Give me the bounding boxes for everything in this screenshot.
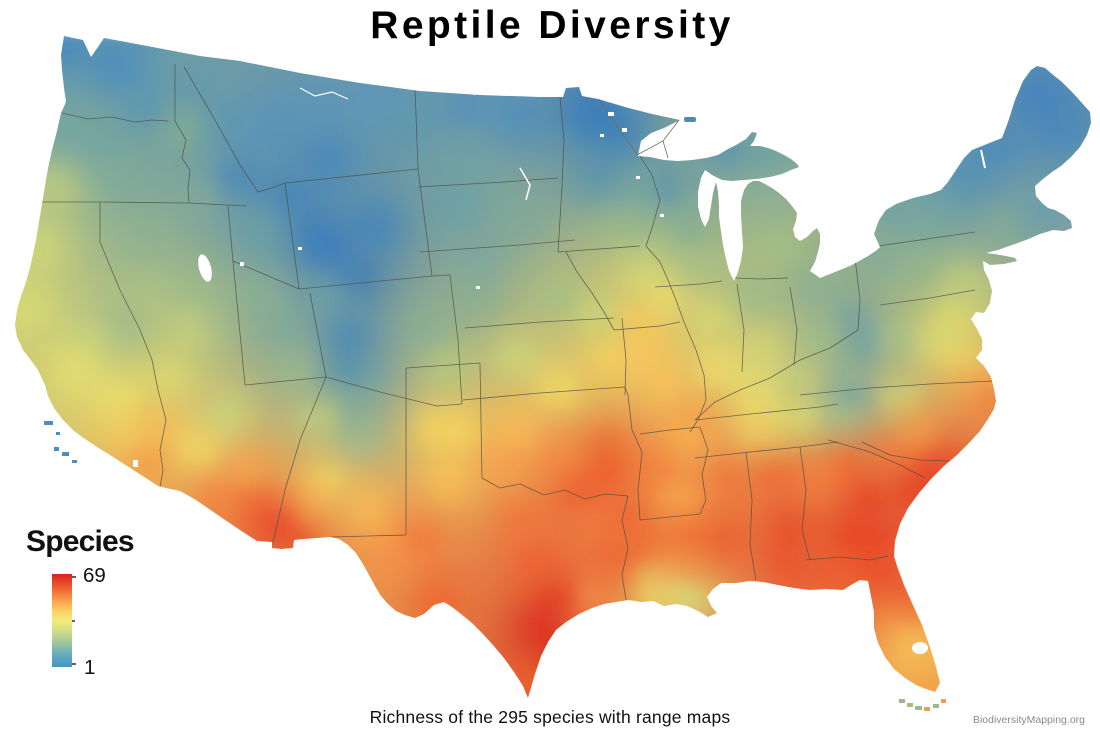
svg-text:Reptile Diversity: Reptile Diversity	[370, 4, 733, 47]
svg-text:BiodiversityMapping.org: BiodiversityMapping.org	[973, 714, 1085, 726]
svg-text:69: 69	[83, 564, 106, 587]
svg-text:Richness of the 295 species wi: Richness of the 295 species with range m…	[370, 707, 731, 727]
svg-text:1: 1	[84, 656, 95, 679]
svg-text:Species: Species	[26, 525, 134, 558]
